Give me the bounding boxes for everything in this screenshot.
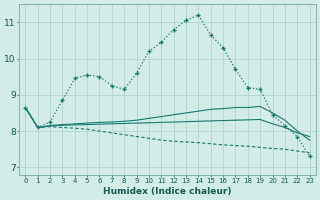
- X-axis label: Humidex (Indice chaleur): Humidex (Indice chaleur): [103, 187, 232, 196]
